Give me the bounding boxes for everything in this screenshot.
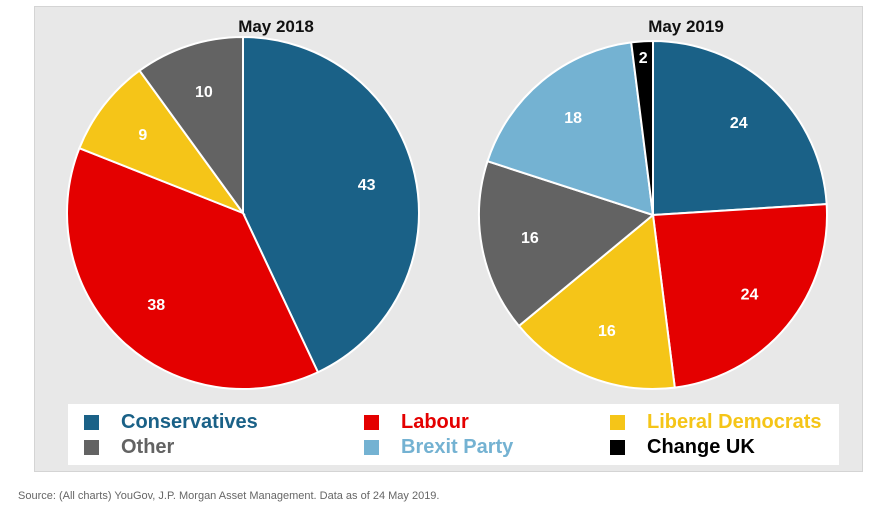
- data-label-conservatives: 43: [358, 177, 376, 194]
- legend-swatch-labour: [364, 415, 379, 430]
- data-label-conservatives: 24: [730, 115, 748, 132]
- legend-label-brexit-party: Brexit Party: [401, 436, 514, 458]
- legend-swatch-conservatives: [84, 415, 99, 430]
- legend-item-change-uk: Change UK: [610, 436, 755, 459]
- legend-item-other: Other: [84, 436, 174, 459]
- pie-charts: 43 38 9 10 24 24 16 16 18 2: [66, 35, 828, 390]
- legend-label-other: Other: [121, 436, 175, 458]
- data-label-liberal-democrats: 16: [598, 323, 616, 340]
- pie-slice-other: [478, 159, 656, 328]
- legend-item-labour: Labour: [364, 411, 469, 434]
- pie-slice-conservatives: [652, 39, 828, 217]
- legend-item-liberal-democrats: Liberal Democrats: [610, 411, 822, 434]
- pie-slice-labour: [651, 203, 828, 389]
- legend-swatch-change-uk: [610, 440, 625, 455]
- legend-swatch-brexit-party: [364, 440, 379, 455]
- legend-label-liberal-democrats: Liberal Democrats: [647, 411, 822, 433]
- pie-slice-other: [138, 35, 244, 217]
- data-label-other: 10: [195, 84, 213, 101]
- pie-may-2019: 24 24 16 16 18 2: [478, 39, 828, 390]
- pie-slice-labour: [66, 146, 320, 390]
- data-label-liberal-democrats: 9: [138, 127, 147, 144]
- pie-slice-change-uk: [630, 39, 654, 216]
- pie-may-2018: 43 38 9 10: [66, 35, 420, 390]
- data-label-change-uk: 2: [639, 50, 648, 67]
- data-label-labour: 38: [147, 297, 165, 314]
- chart-panel: May 2018 May 2019 43 38 9 10 24 24 16 16 18 2: [34, 6, 863, 472]
- legend-label-change-uk: Change UK: [647, 436, 755, 458]
- pie-slice-liberal-democrats: [517, 213, 676, 390]
- pie-slice-conservatives: [242, 35, 420, 374]
- legend-swatch-other: [84, 440, 99, 455]
- data-label-brexit-party: 18: [564, 110, 582, 127]
- chart-title-may-2018: May 2018: [238, 17, 314, 36]
- legend-label-labour: Labour: [401, 411, 469, 433]
- legend-item-brexit-party: Brexit Party: [364, 436, 513, 459]
- chart-title-may-2019: May 2019: [648, 17, 724, 36]
- data-label-other: 16: [521, 230, 539, 247]
- data-label-labour: 24: [741, 286, 759, 303]
- legend: Conservatives Labour Liberal Democrats O…: [68, 404, 839, 465]
- legend-item-conservatives: Conservatives: [84, 411, 258, 434]
- pie-slice-brexit-party: [486, 41, 655, 217]
- pie-slice-liberal-democrats: [78, 69, 246, 216]
- source-note: Source: (All charts) YouGov, J.P. Morgan…: [18, 490, 440, 502]
- legend-swatch-liberal-democrats: [610, 415, 625, 430]
- legend-label-conservatives: Conservatives: [121, 411, 258, 433]
